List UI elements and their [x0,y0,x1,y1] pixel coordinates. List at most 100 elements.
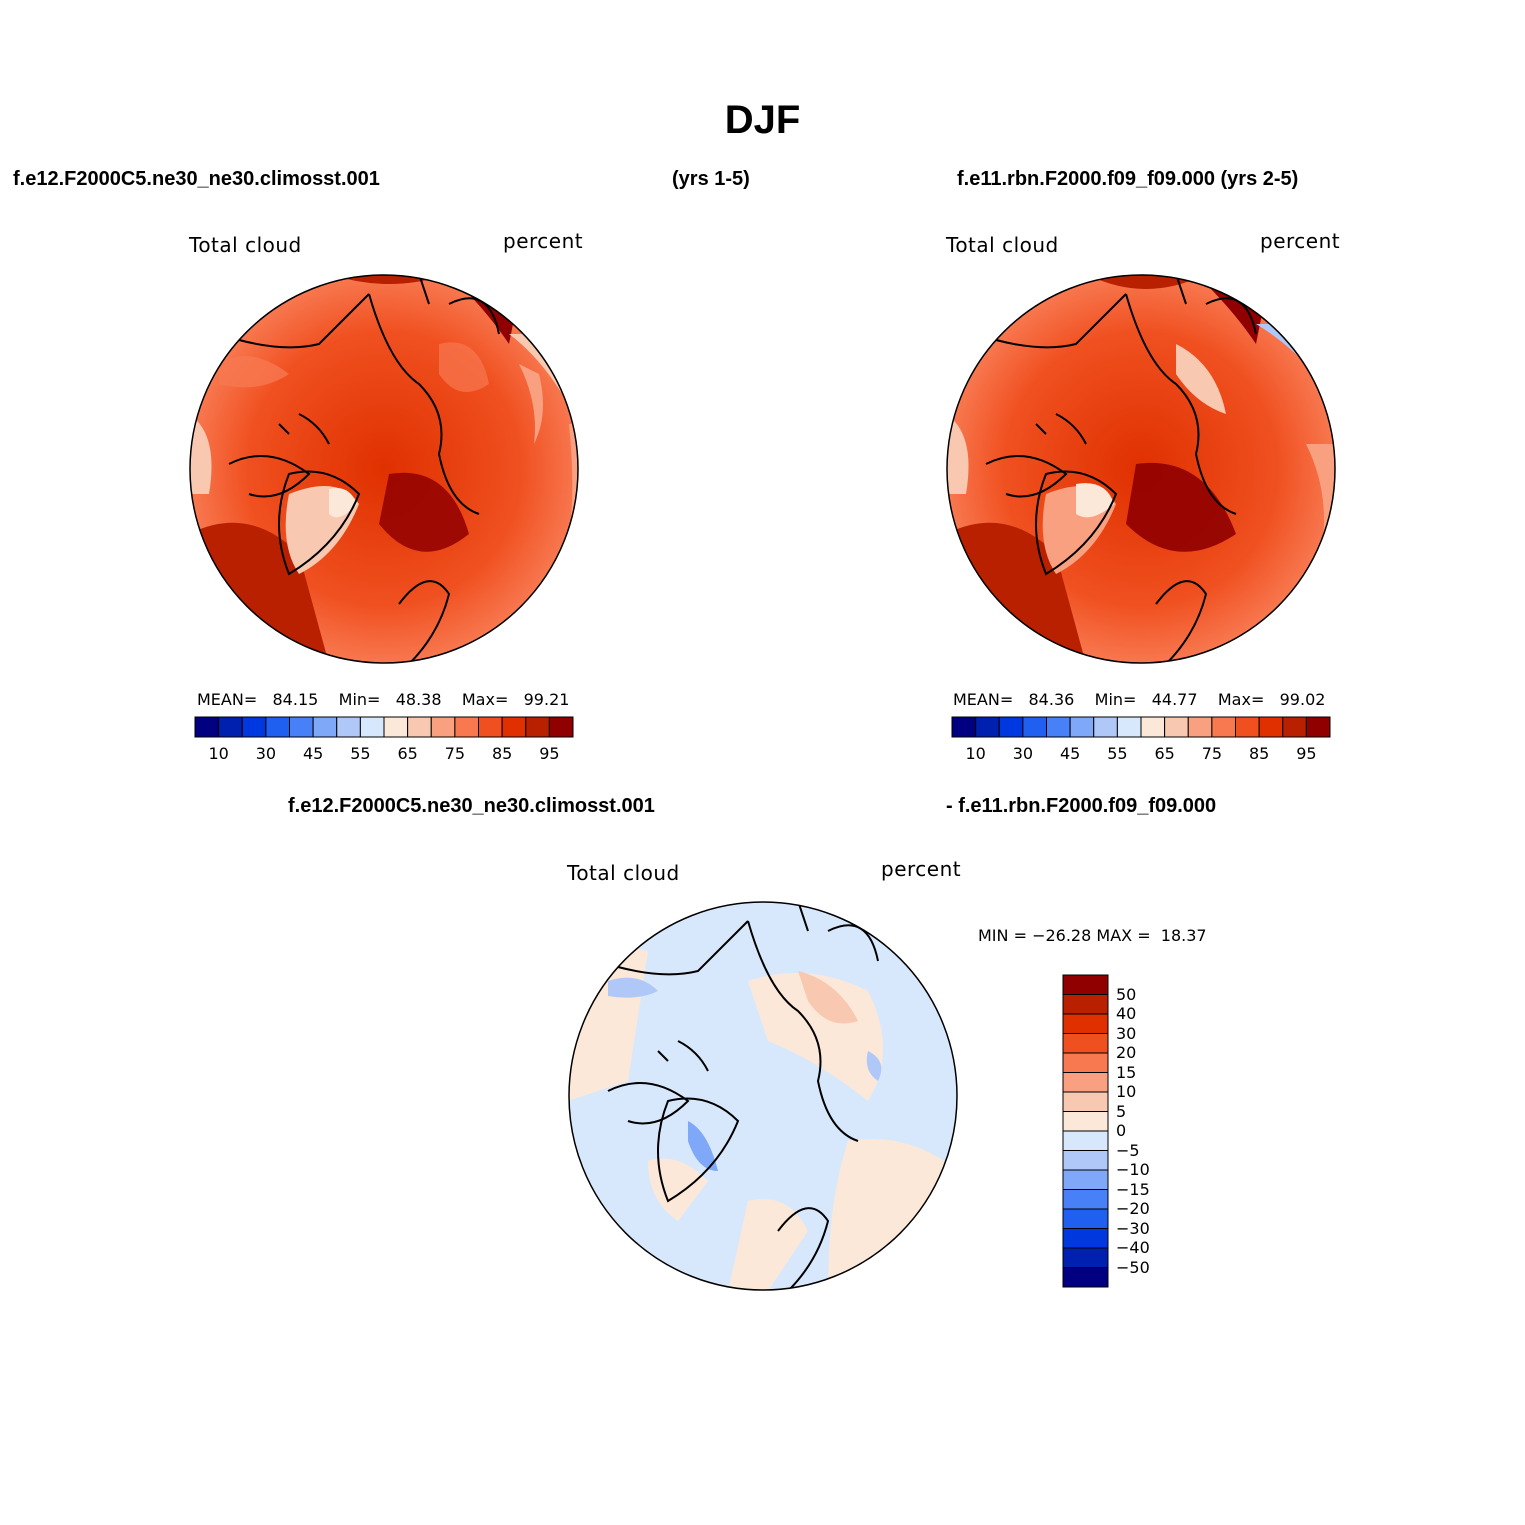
colorbar-swatch [265,716,290,738]
colorbar-swatch [1022,716,1047,738]
colorbar-swatch [975,716,1000,738]
colorbar-tick-label: 10 [965,744,986,763]
colorbar-tick-label: 15 [1116,1062,1137,1082]
panel1-variable: Total cloud [189,233,302,257]
colorbar-tick-label: 65 [1154,744,1175,763]
colorbar-swatch [289,716,314,738]
colorbar-abs-2 [951,716,1331,738]
colorbar-swatch [1062,1189,1109,1210]
colorbar-swatch [478,716,503,738]
colorbar-swatch [1093,716,1118,738]
colorbar-swatch [1116,716,1142,738]
case2-name: f.e11.rbn.F2000.f09_f09.000 (yrs 2-5) [957,168,1299,190]
colorbar-swatch [1062,1052,1109,1073]
colorbar-tick-label: 95 [1296,744,1317,763]
page-title: DJF [724,98,801,142]
colorbar-swatch [1062,1150,1109,1171]
polar-contour-map [189,274,579,664]
colorbar-diff [1062,974,1109,1288]
colorbar-tick-label: 45 [1059,744,1081,763]
diff-max-value: 18.37 [1160,926,1207,945]
colorbar-swatch [998,716,1024,738]
colorbar-tick-label: 10 [208,744,229,763]
colorbar-swatch [1046,716,1071,738]
colorbar-diff-ticks: 50 40 30 20 15 10 5 0 −5 −10 −15 −20 −30 −40 −50 [1116,975,1176,1287]
colorbar-swatch [1062,1091,1109,1112]
colorbar-swatch [383,716,409,738]
colorbar-swatch [1062,1013,1109,1034]
colorbar-swatch [1187,716,1213,738]
colorbar-tick-label: 30 [255,744,277,763]
colorbar-tick-label: −20 [1116,1199,1150,1218]
colorbar-swatch [1062,1072,1109,1093]
colorbar-tick-label: 85 [1248,744,1270,763]
colorbar-tick-label: 55 [350,744,371,763]
colorbar-swatch [1282,716,1307,738]
mean-value: 84.36 [1028,690,1075,709]
colorbar-swatch [407,716,432,738]
colorbar-tick-label: −40 [1116,1238,1150,1257]
colorbar-swatch [525,716,550,738]
colorbar-swatch [1062,1111,1109,1132]
colorbar-tick-label: 5 [1116,1101,1127,1121]
colorbar-swatch [1235,716,1260,738]
max-value: 99.02 [1279,690,1326,709]
colorbar-tick-label: 20 [1116,1043,1137,1062]
colorbar-tick-label: −15 [1116,1179,1150,1199]
mean-label: MEAN= [197,690,258,709]
colorbar-swatch [951,716,977,738]
colorbar-swatch [1211,716,1236,738]
colorbar-swatch [1305,716,1331,738]
panel2-stats: MEAN= 84.36 Min= 44.77 Max= 99.02 [953,690,1325,709]
min-label: Min= [1094,690,1137,709]
diff-variable: Total cloud [567,861,680,885]
colorbar-tick-label: 30 [1012,744,1034,763]
colorbar-tick-label: 50 [1116,984,1137,1004]
colorbar-tick-label: 40 [1116,1004,1137,1023]
diff-min-value: −26.28 [1032,926,1092,945]
colorbar-swatch [1164,716,1189,738]
colorbar-swatch [548,716,574,738]
diff-case2-name: - f.e11.rbn.F2000.f09_f09.000 [946,795,1217,817]
colorbar-swatch [1062,1130,1109,1151]
colorbar-abs-1 [194,716,574,738]
colorbar-tick-label: −10 [1116,1160,1150,1179]
colorbar-swatch [194,716,220,738]
colorbar-swatch [501,716,527,738]
colorbar-tick-label: 10 [1116,1082,1137,1101]
colorbar-tick-label: 30 [1116,1023,1137,1043]
colorbar-swatch [1069,716,1095,738]
colorbar-tick-label: 55 [1107,744,1128,763]
colorbar-swatch [1062,1247,1109,1268]
colorbar-swatch [1062,1033,1109,1054]
colorbar-swatch [1062,1267,1109,1288]
colorbar-tick-label: 95 [539,744,560,763]
colorbar-swatch [1062,1228,1109,1249]
colorbar-ticks-1: 10 30 45 55 65 75 85 95 [195,744,573,764]
colorbar-tick-label: −5 [1116,1140,1140,1160]
colorbar-tick-label: 0 [1116,1121,1127,1140]
colorbar-swatch [312,716,338,738]
panel2-units: percent [1260,229,1341,253]
colorbar-tick-label: 75 [444,744,466,763]
colorbar-swatch [359,716,385,738]
colorbar-swatch [1062,1169,1109,1190]
colorbar-tick-label: 75 [1201,744,1223,763]
diff-minmax: MIN = −26.28 MAX = 18.37 [978,926,1207,945]
case1-years: (yrs 1-5) [672,168,750,190]
colorbar-tick-label: 45 [302,744,324,763]
polar-difference-map [568,901,958,1291]
colorbar-tick-label: 85 [491,744,513,763]
mean-label: MEAN= [953,690,1014,709]
diff-min-label: MIN = [978,926,1027,945]
colorbar-swatch [1062,994,1109,1015]
mean-value: 84.15 [272,690,319,709]
diff-case1-name: f.e12.F2000C5.ne30_ne30.climosst.001 [288,795,655,817]
panel1-units: percent [503,229,584,253]
polar-contour-map [946,274,1336,664]
diff-units: percent [881,857,962,881]
min-value: 44.77 [1151,690,1198,709]
case1-name: f.e12.F2000C5.ne30_ne30.climosst.001 [13,168,380,190]
colorbar-swatch [218,716,243,738]
colorbar-tick-label: −50 [1116,1257,1150,1277]
